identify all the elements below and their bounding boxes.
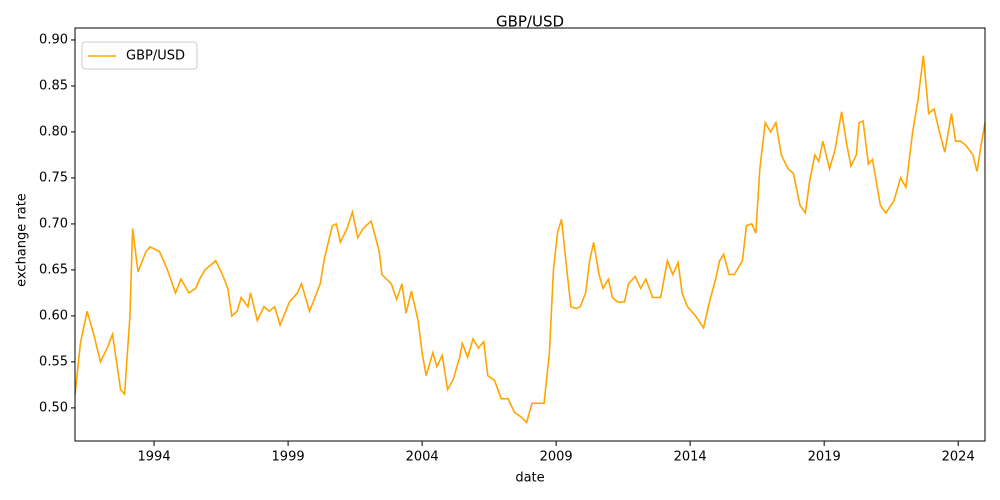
x-tick-label: 2014 (674, 450, 707, 465)
y-tick-label: 0.50 (39, 400, 68, 415)
y-tick-label: 0.60 (39, 308, 68, 323)
y-tick-label: 0.55 (39, 354, 68, 369)
y-tick-label: 0.75 (39, 170, 68, 185)
x-tick-label: 2004 (406, 450, 439, 465)
y-axis-label: exchange rate (15, 193, 30, 287)
y-tick-label: 0.90 (39, 32, 68, 47)
plot-frame (74, 27, 986, 442)
legend-box (81, 41, 198, 70)
chart-title: GBP/USD (496, 13, 564, 31)
x-tick-label: 1999 (272, 450, 305, 465)
y-tick-label: 0.80 (39, 124, 68, 139)
x-tick-label: 2009 (540, 450, 573, 465)
legend-label: GBP/USD (126, 49, 185, 64)
line-series (74, 55, 986, 425)
x-tick-label: 2019 (808, 450, 841, 465)
y-tick-label: 0.85 (39, 78, 68, 93)
y-tick-label: 0.65 (39, 262, 68, 277)
x-axis-label: date (515, 471, 544, 486)
x-tick-label: 2024 (942, 450, 975, 465)
y-tick-label: 0.70 (39, 216, 68, 231)
x-tick-label: 1994 (138, 450, 171, 465)
